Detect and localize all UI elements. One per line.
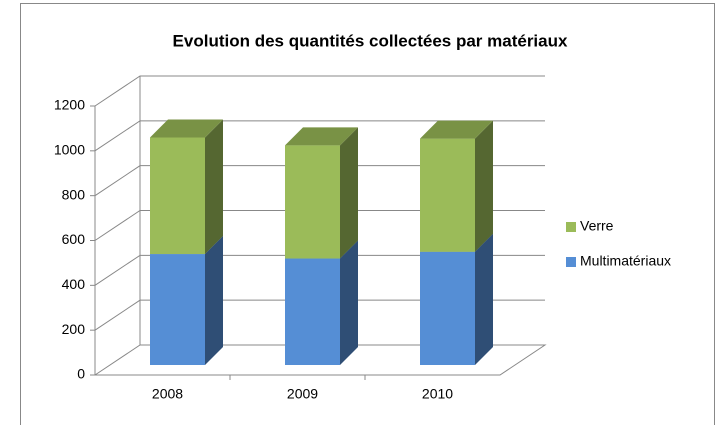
grid-line	[94, 165, 545, 197]
grid-line	[94, 299, 545, 331]
bar-side	[475, 120, 493, 252]
bar	[420, 138, 475, 252]
bar-side	[205, 119, 223, 255]
y-tick-label: 200	[62, 321, 86, 337]
y-tick-label: 400	[62, 276, 86, 292]
bar	[150, 137, 205, 255]
x-tick-label: 2008	[152, 386, 183, 402]
bar-side	[205, 236, 223, 365]
grid-line	[94, 210, 545, 241]
y-tick-label: 1200	[54, 97, 85, 113]
bar-side	[475, 233, 493, 365]
x-tick-label: 2009	[287, 386, 318, 402]
bar-top	[420, 120, 493, 139]
chart-border	[20, 3, 715, 425]
bar	[150, 254, 205, 365]
grid-line	[94, 120, 545, 152]
bar-side	[340, 240, 358, 365]
bar-top	[150, 119, 223, 138]
y-tick-label: 600	[62, 231, 86, 247]
bar	[420, 251, 475, 365]
bar-side	[340, 127, 358, 259]
legend-label: Multimatériaux	[580, 253, 671, 269]
grid-line	[94, 75, 545, 107]
legend-swatch	[566, 257, 576, 267]
y-tick-label: 1000	[54, 142, 85, 158]
y-tick-label: 800	[62, 186, 86, 202]
bar	[285, 258, 340, 365]
legend-swatch	[566, 222, 576, 232]
legend-label: Verre	[580, 218, 614, 234]
bar-top	[285, 127, 358, 146]
chart-title: Evolution des quantités collectées par m…	[173, 31, 568, 50]
x-tick-label: 2010	[422, 386, 453, 402]
bar	[285, 145, 340, 259]
y-tick-label: 0	[77, 366, 85, 382]
grid-line	[94, 254, 545, 286]
